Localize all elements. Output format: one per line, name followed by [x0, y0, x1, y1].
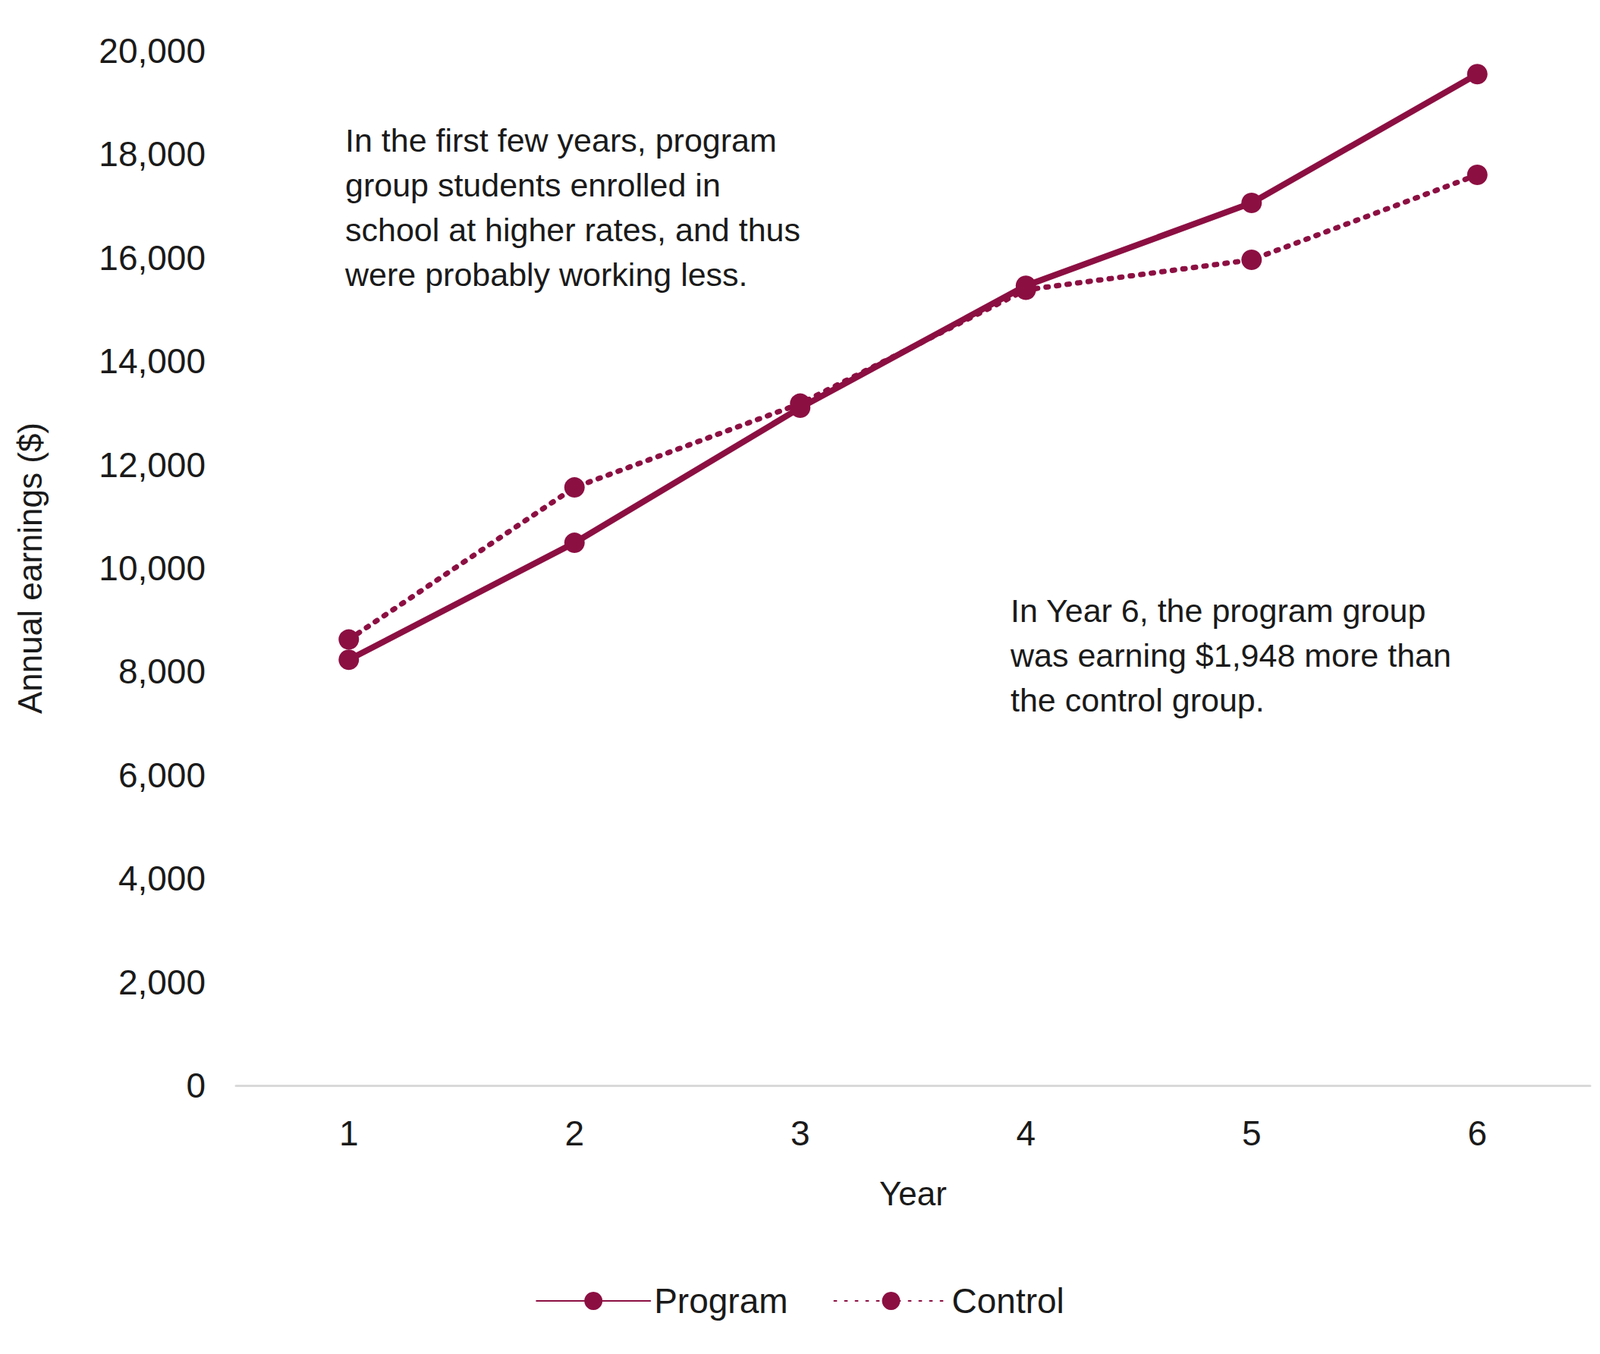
svg-text:12,000: 12,000 [98, 445, 206, 485]
svg-text:school at higher rates, and th: school at higher rates, and thus [345, 211, 801, 249]
svg-text:the control group.: the control group. [1010, 682, 1265, 719]
svg-text:were probably working less.: were probably working less. [344, 256, 749, 293]
svg-text:8,000: 8,000 [118, 651, 206, 692]
svg-text:10,000: 10,000 [98, 548, 206, 588]
svg-text:was earning $1,948 more than: was earning $1,948 more than [1009, 637, 1452, 674]
svg-text:18,000: 18,000 [98, 134, 206, 174]
svg-text:Control: Control [952, 1281, 1065, 1321]
svg-text:16,000: 16,000 [98, 238, 206, 278]
svg-text:In the first few years, progra: In the first few years, program [345, 122, 777, 159]
svg-text:group students enrolled in: group students enrolled in [345, 166, 721, 204]
svg-text:6,000: 6,000 [118, 755, 206, 796]
svg-text:2,000: 2,000 [118, 962, 206, 1003]
svg-text:4,000: 4,000 [118, 858, 206, 899]
svg-text:0: 0 [185, 1065, 206, 1106]
svg-text:5: 5 [1241, 1113, 1262, 1154]
svg-text:Annual earnings ($): Annual earnings ($) [11, 422, 49, 714]
svg-text:Year: Year [879, 1175, 947, 1213]
svg-text:In Year 6, the program group: In Year 6, the program group [1010, 592, 1426, 629]
svg-text:20,000: 20,000 [98, 31, 206, 71]
svg-text:2: 2 [564, 1113, 585, 1154]
svg-text:6: 6 [1467, 1113, 1487, 1154]
svg-text:4: 4 [1015, 1113, 1036, 1154]
svg-text:3: 3 [790, 1113, 811, 1154]
svg-text:Program: Program [653, 1281, 788, 1321]
svg-text:1: 1 [339, 1113, 359, 1154]
svg-text:14,000: 14,000 [98, 341, 206, 381]
